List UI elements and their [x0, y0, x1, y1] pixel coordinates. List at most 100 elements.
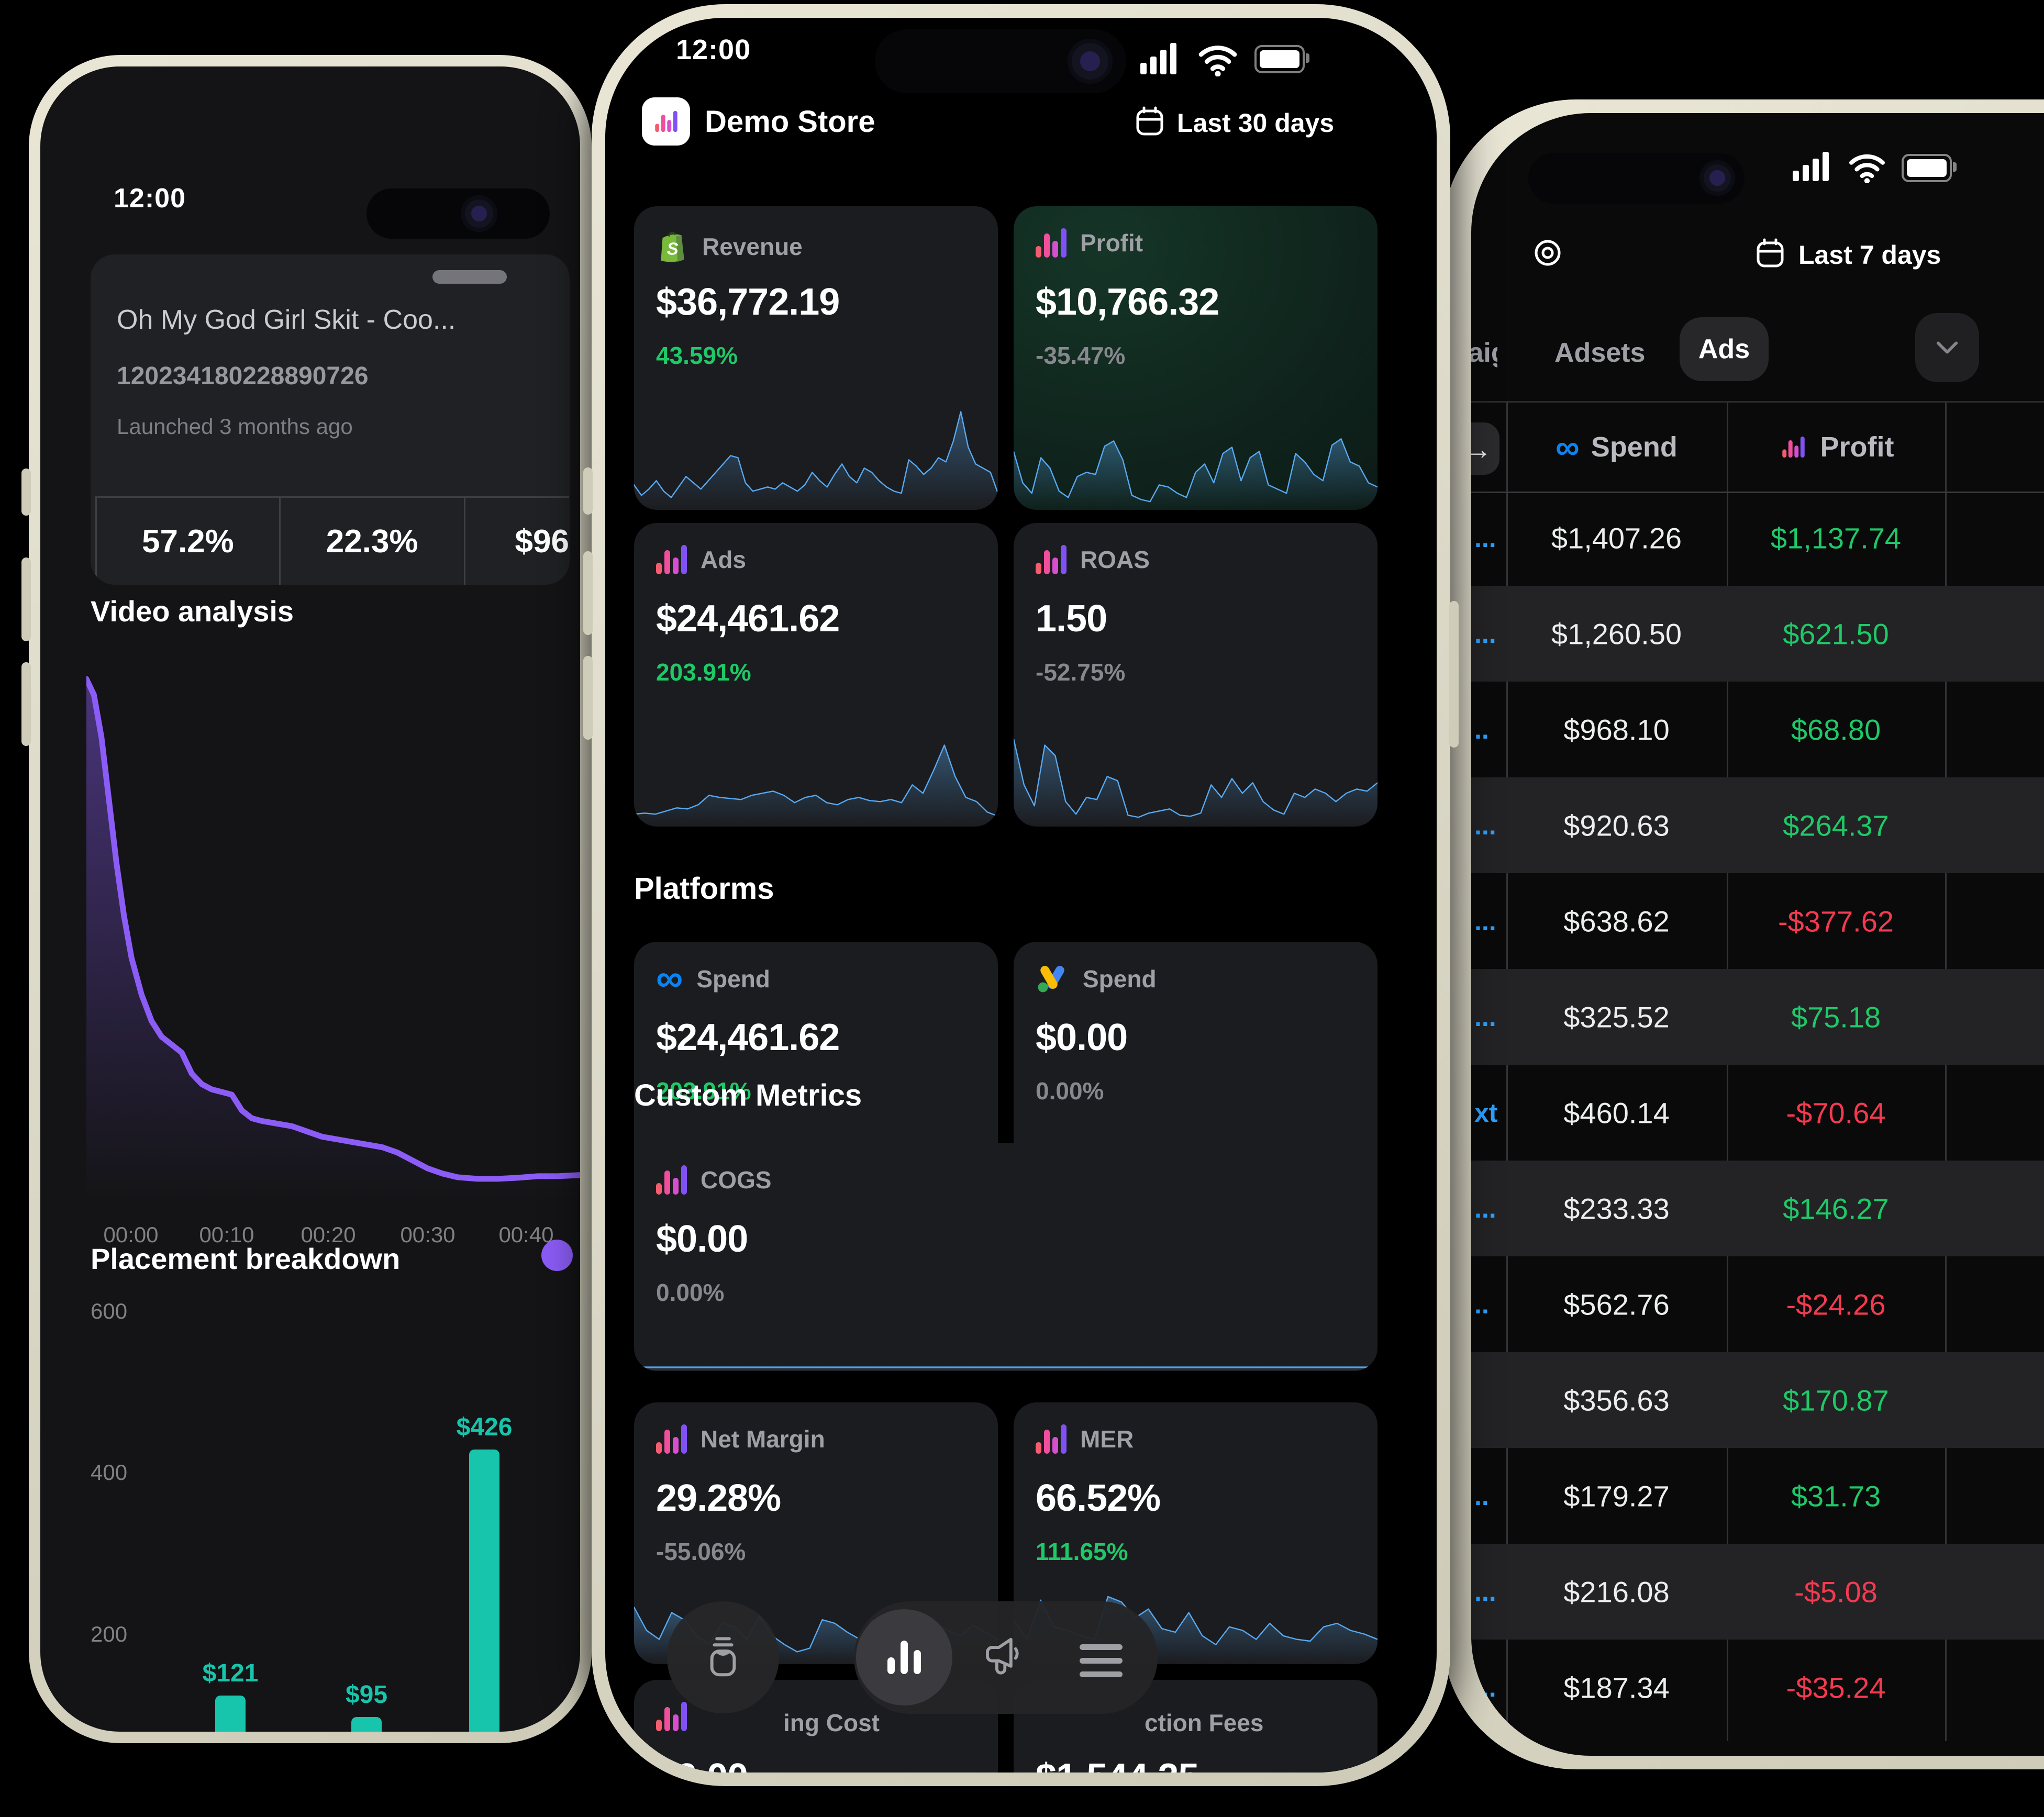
column-header-profit[interactable]: Profit	[1727, 403, 1945, 492]
column-header-label: Profit	[1820, 431, 1894, 463]
profit-cell: -$70.64	[1786, 1096, 1886, 1129]
table-body: ... $1,407.26 $1,137.74 ... $1,260.50 $621.50…	[1471, 490, 2044, 1741]
left-phone-frame: 12:00 Oh My God Girl Skit - Coo... 12023…	[21, 55, 592, 1743]
table-row[interactable]: .. $968.10 $68.80	[1471, 682, 2044, 777]
nav-menu-button[interactable]	[1080, 1644, 1123, 1677]
date-range-button[interactable]: Last 30 days	[1177, 108, 1335, 138]
profit-cell: $621.50	[1783, 617, 1889, 650]
roas-card[interactable]: ROAS 1.50 -52.75%	[1014, 523, 1378, 827]
calendar-icon	[1136, 106, 1163, 136]
card-value: $36,772.19	[656, 281, 840, 323]
tab-adsets[interactable]: Adsets	[1554, 338, 1646, 368]
placement-breakdown-chart: $121 $95 $426	[40, 66, 580, 1732]
shopify-icon: S	[661, 231, 684, 262]
table-row[interactable]: ... $325.52 $75.18	[1471, 969, 2044, 1065]
left-phone-volume-down-button	[21, 662, 31, 746]
grid-line	[1945, 401, 1947, 1741]
tab-campaigns[interactable]: Campaigns	[1471, 338, 1497, 368]
card-delta: -52.75%	[1036, 659, 1126, 686]
card-delta: 0.00%	[656, 1279, 725, 1306]
table-row[interactable]: ... $638.62 -$377.62	[1471, 873, 2044, 969]
tab-ads[interactable]: Ads	[1680, 317, 1769, 381]
ad-name-fragment[interactable]: ...	[1474, 1002, 1496, 1032]
card-value: 29.28%	[656, 1477, 781, 1519]
ad-name-fragment[interactable]: ...	[1474, 619, 1496, 649]
nav-dashboard-button[interactable]	[856, 1609, 952, 1705]
card-label: ROAS	[1080, 546, 1150, 573]
stat-value-1: 57.2%	[141, 523, 234, 560]
table-row[interactable]: ... $216.08 -$5.08	[1471, 1544, 2044, 1640]
table-row[interactable]: ... $920.63 $264.37	[1471, 777, 2044, 873]
cogs-card[interactable]: COGS $0.00 0.00%	[634, 1143, 1378, 1371]
table-row[interactable]: .. $562.76 -$24.26	[1471, 1256, 2044, 1352]
table-row[interactable]: ... $1,407.26 $1,137.74	[1471, 490, 2044, 586]
ad-name-fragment[interactable]: ..	[1474, 715, 1489, 744]
table-row[interactable]: .. $179.27 $31.73	[1471, 1448, 2044, 1544]
card-label: Spend	[1083, 965, 1157, 993]
ad-name-fragment[interactable]: ...	[1474, 1577, 1496, 1607]
app-logo[interactable]	[642, 97, 690, 146]
eye-watch-icon[interactable]	[1532, 238, 1563, 268]
table-header-row: → ∞ Spend Profit	[1471, 401, 2044, 493]
cellular-signal-icon	[1793, 152, 1829, 181]
profit-cell: $264.37	[1783, 809, 1889, 842]
store-title[interactable]: Demo Store	[705, 105, 875, 139]
placement-bar-label: $95	[345, 1680, 388, 1709]
revenue-card[interactable]: S Revenue $36,772.19 43.59%	[634, 206, 998, 510]
nav-megaphone-button[interactable]	[983, 1634, 1026, 1680]
ad-name-fragment[interactable]: ...	[1474, 1194, 1496, 1223]
expand-button[interactable]	[1915, 313, 1979, 382]
card-delta: -55.06%	[656, 1538, 746, 1565]
ad-name-fragment[interactable]: xt	[1474, 1098, 1498, 1128]
ads-sparkline	[634, 704, 998, 827]
ad-name-fragment[interactable]: ..	[1474, 1289, 1489, 1319]
placement-y-tick: 600	[91, 1299, 128, 1323]
bars-icon	[656, 1165, 687, 1195]
table-row[interactable]: ... $1,260.50 $621.50	[1471, 586, 2044, 682]
spend-cell: $187.34	[1563, 1671, 1670, 1704]
app-logo-bars-icon	[654, 110, 677, 132]
profit-bars-icon	[1782, 436, 1805, 458]
spend-cell: $179.27	[1563, 1479, 1670, 1512]
left-phone-mute-switch	[21, 469, 31, 516]
bars-icon	[1036, 1424, 1067, 1454]
ad-name-fragment[interactable]: ...	[1474, 810, 1496, 840]
profit-cell: -$5.08	[1794, 1575, 1878, 1608]
battery-icon	[1254, 45, 1309, 73]
nav-store-button[interactable]	[667, 1601, 779, 1713]
center-phone-volume-up-button	[583, 551, 593, 635]
card-value: 1.50	[1036, 598, 1107, 640]
ad-name-fragment[interactable]: ...	[1474, 906, 1496, 936]
profit-card[interactable]: Profit $10,766.32 -35.47%	[1014, 206, 1378, 510]
legend-dot	[541, 1240, 573, 1271]
video-x-tick: 00:00	[103, 1222, 159, 1247]
spend-cell: $356.63	[1563, 1384, 1670, 1417]
profit-cell: $1,137.74	[1770, 521, 1902, 554]
mer-card[interactable]: MER 66.52% 111.65%	[1014, 1402, 1378, 1664]
right-phone-frame: Last 7 days Campaigns Adsets Ads → ∞ Spe…	[1442, 99, 2044, 1769]
wifi-icon	[1198, 46, 1237, 76]
date-range-button[interactable]: Last 7 days	[1798, 240, 1941, 270]
spend-cell: $1,407.26	[1551, 521, 1682, 554]
dynamic-island	[875, 29, 1126, 93]
card-value: $0.00	[656, 1756, 748, 1773]
ad-name-fragment[interactable]: ..	[1474, 1481, 1489, 1511]
ad-name-fragment[interactable]: ...	[1474, 523, 1496, 553]
ads-card[interactable]: Ads $24,461.62 203.91%	[634, 523, 998, 827]
card-label: Revenue	[702, 233, 803, 260]
ad-name-fragment[interactable]: ...	[1474, 1673, 1496, 1702]
table-row[interactable]: xt $460.14 -$70.64	[1471, 1065, 2044, 1161]
table-row[interactable]: ... $233.33 $146.27	[1471, 1161, 2044, 1256]
card-label: Net Margin	[701, 1425, 825, 1453]
ad-summary-card[interactable]: Oh My God Girl Skit - Coo... 12023418022…	[91, 254, 570, 585]
drag-handle[interactable]	[432, 270, 507, 284]
bars-icon	[656, 545, 687, 574]
bars-icon	[1036, 228, 1067, 258]
video-x-tick: 00:10	[199, 1222, 254, 1247]
card-delta: 43.59%	[656, 342, 738, 369]
expand-rows-button[interactable]: →	[1471, 422, 1499, 475]
placement-breakdown-title: Placement breakdown	[91, 1242, 401, 1275]
table-row[interactable]: $356.63 $170.87	[1471, 1352, 2044, 1448]
column-header-spend[interactable]: ∞ Spend	[1506, 403, 1727, 492]
table-row[interactable]: ... $187.34 -$35.24	[1471, 1640, 2044, 1735]
